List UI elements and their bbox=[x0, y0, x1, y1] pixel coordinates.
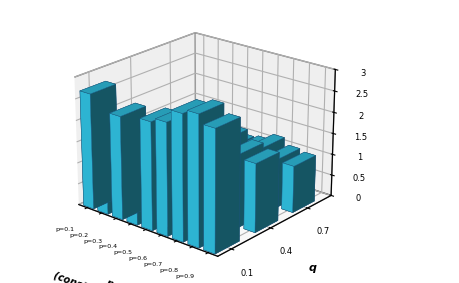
X-axis label: p
(constraint density): p (constraint density) bbox=[52, 260, 162, 283]
Y-axis label: q: q bbox=[309, 263, 317, 273]
